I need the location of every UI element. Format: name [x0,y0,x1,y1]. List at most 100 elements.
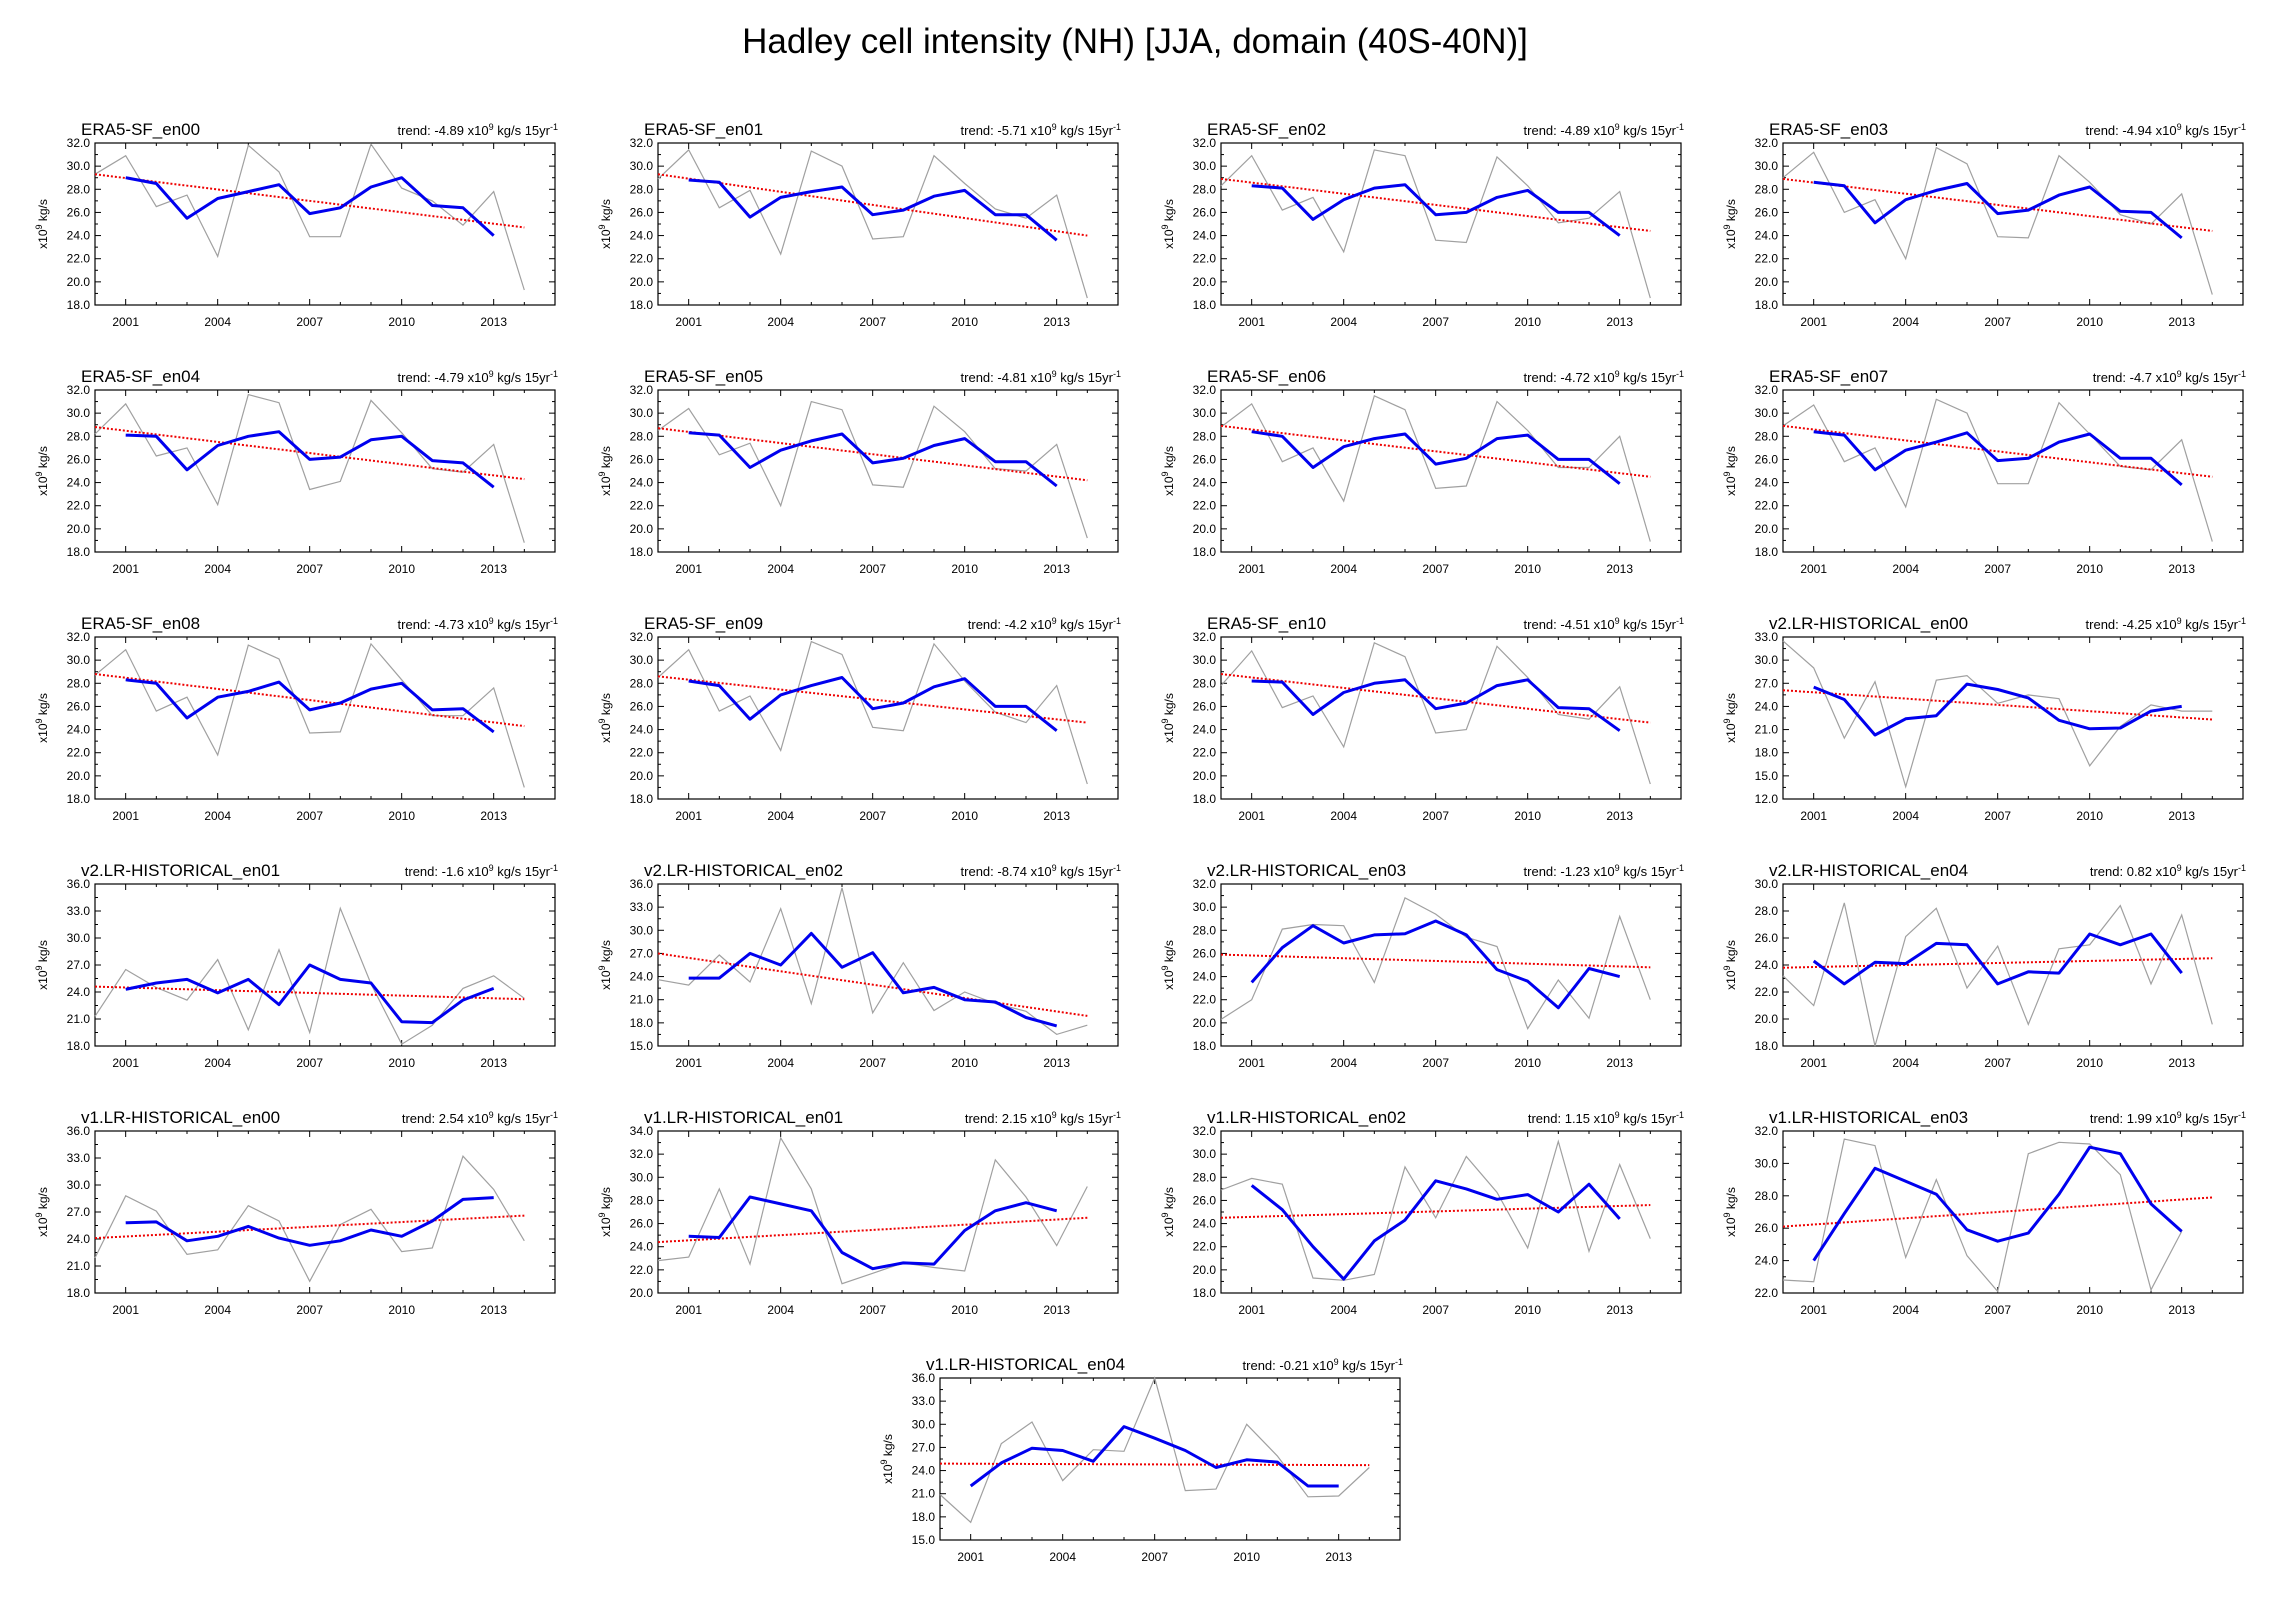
y-tick-label: 22.0 [630,746,654,760]
x-tick-label: 2013 [1606,315,1633,329]
y-tick-label: 18.0 [630,545,654,559]
panel-ERA5-SF_en00: ERA5-SF_en00 trend: -4.89 x109 kg/s 15yr-… [34,120,558,329]
y-tick-label: 24.0 [1755,699,1779,713]
panel-ERA5-SF_en06: ERA5-SF_en06 trend: -4.72 x109 kg/s 15yr-… [1160,367,1684,576]
y-tick-label: 24.0 [630,970,654,984]
y-axis-label: x109 kg/s [1722,940,1738,990]
y-tick-label: 26.0 [67,205,91,219]
panel-title: v2.LR-HISTORICAL_en00 [1769,614,1968,633]
x-tick-label: 2010 [951,1303,978,1317]
y-tick-label: 18.0 [67,545,91,559]
x-tick-label: 2004 [1892,1056,1919,1070]
x-tick-label: 2013 [2168,315,2195,329]
raw-series-line [657,400,1088,539]
y-tick-label: 33.0 [67,1151,91,1165]
x-tick-label: 2010 [951,315,978,329]
y-tick-label: 30.0 [67,653,91,667]
y-axis-label: x109 kg/s [34,199,50,249]
y-axis-label: x109 kg/s [1160,940,1176,990]
x-tick-label: 2013 [1043,1303,1070,1317]
y-tick-label: 20.0 [1193,275,1217,289]
x-tick-label: 2001 [675,809,702,823]
x-tick-label: 2010 [1233,1550,1260,1564]
plot-frame [94,142,556,306]
y-tick-label: 20.0 [1193,1263,1217,1277]
y-tick-label: 30.0 [630,406,654,420]
y-tick-label: 30.0 [1755,406,1779,420]
x-tick-label: 2010 [2076,809,2103,823]
x-tick-label: 2013 [480,809,507,823]
y-tick-label: 18.0 [67,298,91,312]
smoothed-series-line [1250,1179,1621,1281]
y-tick-label: 21.0 [912,1487,936,1501]
y-tick-label: 33.0 [67,904,91,918]
x-tick-label: 2013 [1606,1056,1633,1070]
y-tick-label: 20.0 [1193,1016,1217,1030]
x-tick-label: 2013 [1606,562,1633,576]
x-tick-label: 2013 [480,1303,507,1317]
y-axis-label: x109 kg/s [597,446,613,496]
y-tick-label: 36.0 [912,1371,936,1385]
y-tick-label: 22.0 [67,746,91,760]
panel-title: ERA5-SF_en03 [1769,120,1888,139]
y-tick-label: 27.0 [1755,676,1779,690]
smoothed-series-line [1813,430,2183,487]
smoothed-series-line [688,931,1058,1028]
x-tick-label: 2010 [2076,1303,2103,1317]
y-axis-label: x109 kg/s [597,940,613,990]
x-tick-label: 2010 [388,1056,415,1070]
y-axis-label: x109 kg/s [1722,199,1738,249]
y-tick-label: 28.0 [67,676,91,690]
plot-frame [1782,636,2244,800]
x-tick-label: 2007 [296,562,323,576]
x-tick-label: 2004 [1892,562,1919,576]
y-tick-label: 30.0 [1193,159,1217,173]
y-tick-label: 24.0 [1193,970,1217,984]
y-tick-label: 22.0 [1755,252,1779,266]
x-tick-label: 2004 [204,1056,231,1070]
y-tick-label: 26.0 [1755,205,1779,219]
y-tick-label: 21.0 [67,1259,91,1273]
raw-series-line [1782,146,2213,295]
y-tick-label: 28.0 [1193,676,1217,690]
trend-line [1220,673,1651,724]
y-tick-label: 32.0 [67,630,91,644]
x-tick-label: 2007 [859,315,886,329]
x-tick-label: 2010 [388,1303,415,1317]
x-tick-label: 2007 [859,562,886,576]
plot-frame [657,883,1119,1047]
trend-line [94,173,525,229]
x-tick-label: 2007 [1422,315,1449,329]
plot-frame [94,389,556,553]
panel-v2.LR-HISTORICAL_en01: v2.LR-HISTORICAL_en01 trend: -1.6 x109 kg… [34,861,558,1070]
smoothed-series-line [688,431,1058,488]
x-tick-label: 2013 [2168,562,2195,576]
x-tick-label: 2001 [1238,1056,1265,1070]
panel-ERA5-SF_en02: ERA5-SF_en02 trend: -4.89 x109 kg/s 15yr-… [1160,120,1684,329]
smoothed-series-line [125,176,495,237]
x-tick-label: 2001 [112,1056,139,1070]
y-tick-label: 20.0 [67,769,91,783]
panel-ERA5-SF_en03: ERA5-SF_en03 trend: -4.94 x109 kg/s 15yr-… [1722,120,2246,329]
y-tick-label: 24.0 [67,1232,91,1246]
x-tick-label: 2010 [1514,809,1541,823]
y-tick-label: 32.0 [1755,1124,1779,1138]
y-tick-label: 26.0 [630,1217,654,1231]
y-tick-label: 24.0 [1193,723,1217,737]
y-tick-label: 20.0 [67,275,91,289]
x-tick-label: 2013 [1043,562,1070,576]
y-tick-label: 18.0 [1193,1286,1217,1300]
trend-line [94,985,525,1001]
x-tick-label: 2013 [480,315,507,329]
y-tick-label: 32.0 [1193,1124,1217,1138]
y-tick-label: 30.0 [630,1170,654,1184]
x-tick-label: 2004 [1892,1303,1919,1317]
trend-label: trend: -4.2 x109 kg/s 15yr-1 [968,616,1121,632]
x-tick-label: 2004 [767,315,794,329]
y-tick-label: 18.0 [1193,545,1217,559]
x-tick-label: 2010 [1514,315,1541,329]
smoothed-series-line [125,1196,494,1247]
trend-label: trend: 1.99 x109 kg/s 15yr-1 [2090,1110,2246,1126]
smoothed-series-line [969,1425,1339,1488]
x-tick-label: 2001 [675,562,702,576]
